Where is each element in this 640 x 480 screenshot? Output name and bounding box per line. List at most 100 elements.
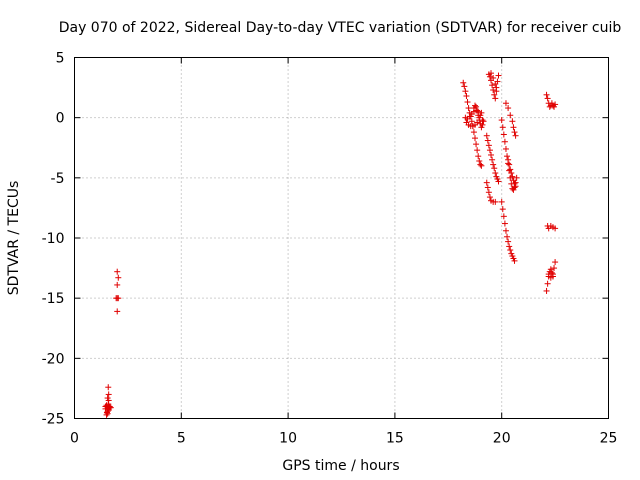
data-point [499,124,506,131]
data-point [492,170,499,177]
data-point [501,138,508,145]
data-point [502,145,509,152]
data-point [502,100,509,107]
data-points [102,70,559,418]
data-point [483,179,490,186]
data-point [490,86,497,93]
data-point [474,107,481,114]
data-point [543,287,550,294]
data-point [552,259,559,266]
data-point [500,213,507,220]
data-point [105,391,112,398]
data-point [114,268,121,275]
x-axis-label: GPS time / hours [282,458,399,474]
data-point [501,220,508,227]
data-point [484,184,491,191]
data-point [486,194,493,201]
data-point [475,153,482,160]
data-point [509,118,516,125]
data-point [473,103,480,110]
data-point [552,101,559,108]
data-point [483,132,490,139]
data-point [461,83,468,90]
data-point [472,135,478,142]
data-point [511,257,518,264]
data-point [500,131,507,138]
data-point [505,238,512,245]
data-point [492,95,499,102]
x-tick-label: 5 [177,431,186,447]
data-point [490,74,497,81]
data-point [548,269,555,276]
data-point [510,124,517,131]
y-tick-label: 5 [56,51,65,67]
data-point [470,129,477,136]
data-point [485,142,492,149]
data-point [489,156,496,163]
data-point [506,243,513,250]
y-tick-labels: 5 0 -5 -10 -15 -20 -25 [42,51,65,428]
data-point [507,112,514,119]
data-point [103,402,110,409]
data-point [512,132,519,139]
x-tick-label: 0 [70,431,79,447]
data-point [115,295,122,302]
x-tick-label: 10 [279,431,297,447]
data-point [476,157,483,164]
data-point [491,165,498,172]
data-point [104,395,111,402]
data-point [104,410,111,417]
data-point [508,170,515,177]
data-point [490,161,497,168]
data-point [460,79,467,86]
data-point [464,99,471,106]
y-axis-label: SDTVAR / TECUs [6,181,22,296]
data-point [478,109,485,116]
data-point [498,198,505,205]
data-point [504,153,511,160]
data-point [505,105,512,112]
data-point [115,274,122,281]
data-point [480,118,487,125]
data-point [492,80,499,87]
data-point [486,147,493,154]
x-tick-label: 15 [386,431,404,447]
data-point [499,206,506,213]
data-point [479,121,486,128]
data-point [512,183,519,190]
y-tick-label: -20 [42,351,65,367]
data-point [505,156,512,163]
data-point [495,178,502,185]
data-point [485,189,492,196]
axis-ticks [74,57,609,419]
data-point [547,266,554,273]
data-point [473,141,480,148]
data-point [476,117,483,124]
data-point [465,105,472,112]
y-tick-label: -5 [51,171,65,187]
data-point [477,161,484,168]
data-point [468,118,475,125]
data-point [544,95,551,102]
data-point [475,112,482,119]
y-tick-label: -15 [42,291,65,307]
data-point [502,227,509,234]
data-point [488,70,495,77]
data-point [507,247,514,254]
data-point [493,88,500,95]
data-point [106,403,113,410]
y-tick-label: -10 [42,231,65,247]
data-point [551,265,558,272]
x-tick-label: 20 [493,431,511,447]
data-point [504,233,511,240]
y-tick-label: 0 [56,111,65,127]
data-point [549,271,556,278]
data-point [488,151,495,158]
data-point [484,137,491,144]
data-point [489,82,496,89]
y-tick-label: -25 [42,412,65,428]
data-point [463,93,470,100]
data-point [506,161,513,168]
x-tick-label: 25 [600,431,618,447]
data-point [543,91,550,98]
